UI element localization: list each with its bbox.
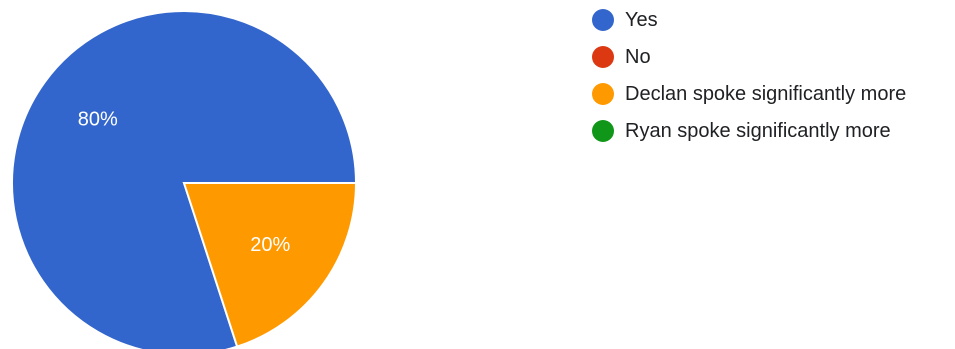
legend-label-yes: Yes [625, 9, 658, 31]
legend-item-declan-more[interactable]: Declan spoke significantly more [592, 81, 906, 107]
legend-swatch-no [592, 46, 614, 68]
legend-label-no: No [625, 46, 651, 68]
legend-item-ryan-more[interactable]: Ryan spoke significantly more [592, 118, 906, 144]
legend-swatch-ryan-more [592, 120, 614, 142]
pie-slice-0[interactable] [11, 10, 358, 349]
chart-legend: Yes No Declan spoke significantly more R… [592, 7, 906, 144]
legend-swatch-declan-more [592, 83, 614, 105]
pie-slice-label-2: 20% [250, 234, 290, 256]
legend-label-ryan-more: Ryan spoke significantly more [625, 120, 891, 142]
legend-swatch-yes [592, 9, 614, 31]
legend-item-yes[interactable]: Yes [592, 7, 906, 33]
legend-item-no[interactable]: No [592, 44, 906, 70]
pie-slice-label-0: 80% [78, 109, 118, 131]
pie-slice-2[interactable] [182, 182, 358, 348]
legend-label-declan-more: Declan spoke significantly more [625, 83, 907, 105]
